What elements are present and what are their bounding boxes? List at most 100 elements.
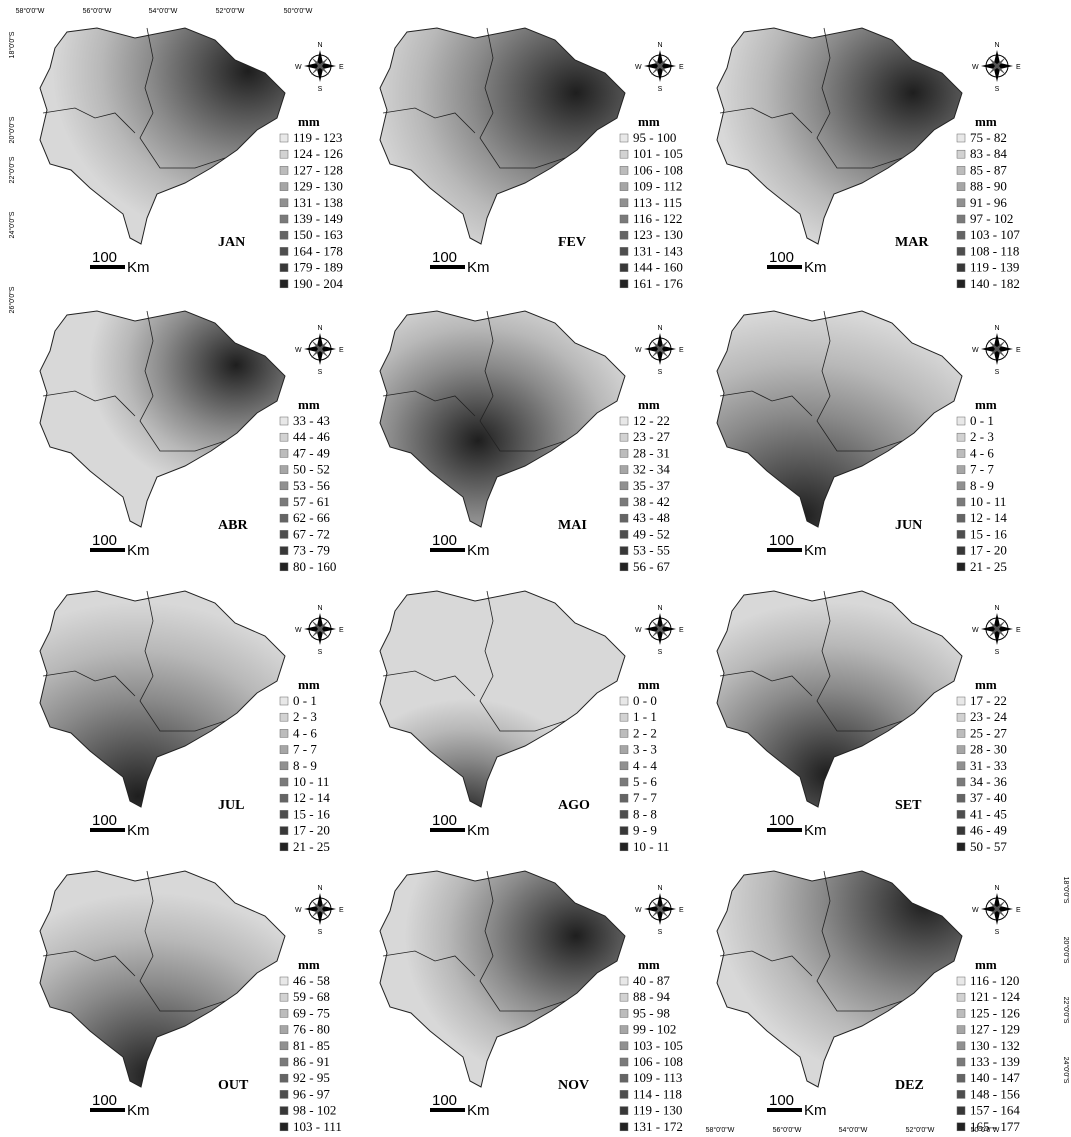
legend-swatch [620,1009,628,1017]
legend-label: 0 - 1 [970,413,994,428]
compass-north: N [317,885,322,892]
scale-unit: Km [127,542,150,559]
legend-label: 124 - 126 [293,146,343,161]
legend-label: 35 - 37 [633,478,670,493]
legend-swatch [957,264,965,272]
legend-swatch [957,1107,965,1115]
legend-swatch [280,1090,288,1098]
left-coordinate: 20°0'0"S [8,116,16,143]
legend-swatch [280,843,288,851]
legend-unit: mm [298,957,320,972]
legend-label: 17 - 22 [970,693,1007,708]
compass-west: W [295,627,302,634]
legend-label: 41 - 45 [970,806,1007,821]
top-coordinate: 52°0'0"W [216,7,245,15]
legend-swatch [957,166,965,174]
legend-label: 119 - 139 [970,260,1019,275]
legend-label: 103 - 105 [633,1038,683,1053]
legend-swatch [280,993,288,1001]
compass-south: S [318,929,323,936]
legend-label: 131 - 138 [293,195,343,210]
legend-swatch [620,1123,628,1131]
legend-swatch [957,514,965,522]
legend-swatch [280,713,288,721]
legend-swatch [620,1074,628,1082]
left-coordinate: 18°0'0"S [8,31,16,58]
legend-swatch [280,530,288,538]
legend-label: 91 - 96 [970,195,1007,210]
panel: NSEWmm75 - 8283 - 8485 - 8788 - 9091 - 9… [717,28,1021,291]
legend-swatch [280,150,288,158]
legend-label: 23 - 24 [970,709,1007,724]
legend-swatch [957,199,965,207]
bottom-coordinate: 54°0'0"W [839,1126,868,1134]
scale-unit: Km [467,822,490,839]
legend-swatch [620,1042,628,1050]
scale-distance: 100 [432,812,457,829]
month-label: MAI [558,518,587,533]
legend-label: 131 - 143 [633,243,683,258]
scale-unit: Km [804,1102,827,1119]
legend-label: 140 - 182 [970,276,1020,291]
legend-swatch [280,247,288,255]
legend-label: 106 - 108 [633,162,683,177]
legend-label: 17 - 20 [970,543,1007,558]
compass-west: W [295,907,302,914]
state-map [40,311,285,527]
scale-distance: 100 [432,532,457,549]
month-label: OUT [218,1078,249,1093]
legend-swatch [280,547,288,555]
legend-swatch [280,697,288,705]
compass-west: W [635,907,642,914]
legend-label: 21 - 25 [970,559,1007,574]
legend-label: 95 - 100 [633,130,676,145]
legend-label: 23 - 27 [633,429,670,444]
legend-label: 106 - 108 [633,1054,683,1069]
legend-swatch [620,697,628,705]
legend-swatch [620,977,628,985]
state-map [717,311,962,527]
legend-label: 10 - 11 [633,839,669,854]
legend-label: 123 - 130 [633,227,683,242]
legend-unit: mm [975,114,997,129]
compass-north: N [994,885,999,892]
legend-label: 59 - 68 [293,989,330,1004]
compass-west: W [635,627,642,634]
state-map [380,591,625,807]
compass-east: E [339,627,344,634]
scale-unit: Km [804,259,827,276]
legend-label: 129 - 130 [293,179,343,194]
month-label: DEZ [895,1078,924,1093]
month-label: JUL [218,798,244,813]
legend-swatch [957,563,965,571]
compass-rose: NSEW [972,42,1021,93]
month-label: NOV [558,1078,589,1093]
legend-label: 80 - 160 [293,559,336,574]
legend-swatch [280,231,288,239]
panel: NSEWmm116 - 120121 - 124125 - 126127 - 1… [717,871,1021,1134]
legend-swatch [957,794,965,802]
compass-south: S [995,649,1000,656]
legend-swatch [280,482,288,490]
compass-rose: NSEW [295,42,344,93]
compass-south: S [658,369,663,376]
legend-label: 76 - 80 [293,1022,330,1037]
scale-unit: Km [127,259,150,276]
figure: 58°0'0"W56°0'0"W54°0'0"W52°0'0"W50°0'0"W… [0,0,1071,1137]
compass-west: W [972,64,979,71]
legend-label: 121 - 124 [970,989,1020,1004]
legend-swatch [620,762,628,770]
compass-west: W [972,907,979,914]
legend-swatch [957,482,965,490]
compass-east: E [1016,907,1021,914]
compass-north: N [657,605,662,612]
legend-swatch [620,746,628,754]
panel: NSEWmm33 - 4344 - 4647 - 4950 - 5253 - 5… [40,311,344,574]
legend-swatch [280,417,288,425]
legend-swatch [620,449,628,457]
legend-unit: mm [298,114,320,129]
legend-label: 190 - 204 [293,276,343,291]
state-map [380,28,625,244]
